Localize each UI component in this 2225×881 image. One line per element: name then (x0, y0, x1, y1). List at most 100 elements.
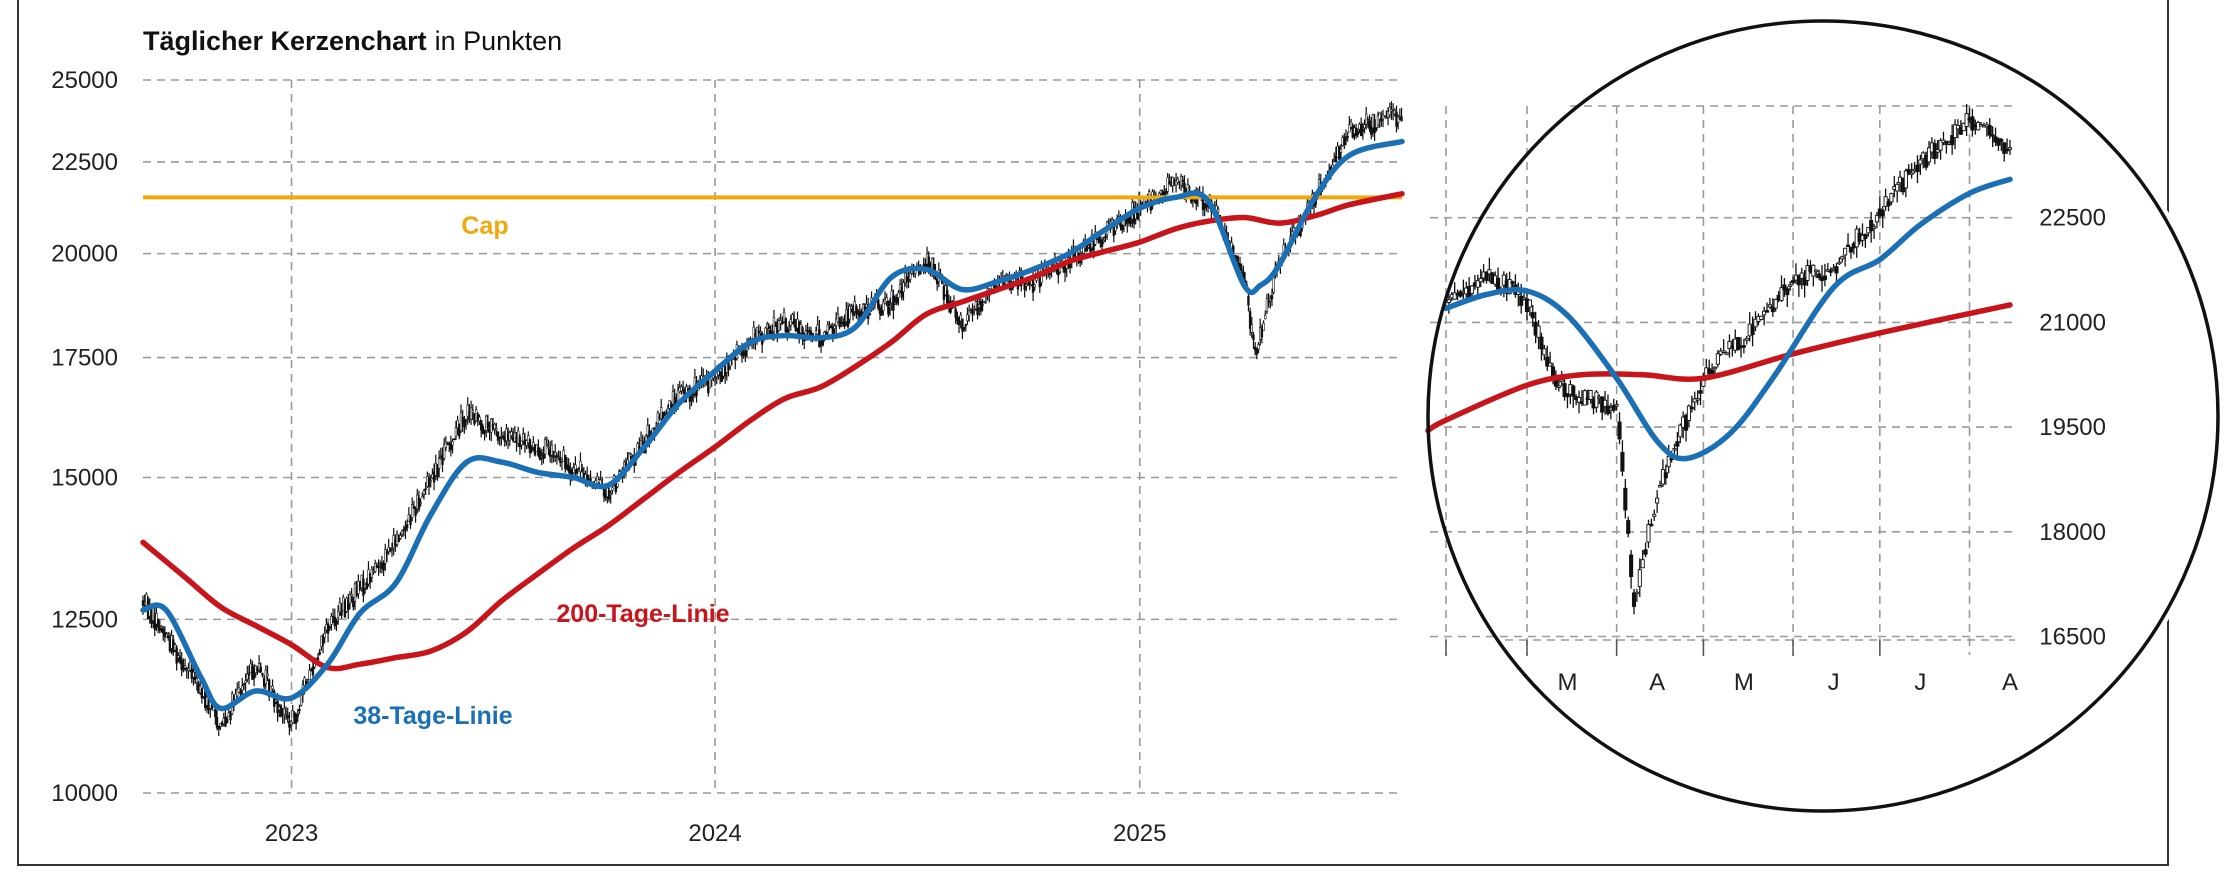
zoom-candle-body (1843, 247, 1848, 256)
chart-subtitle: in Punkten (435, 26, 563, 56)
zoom-candle-body (1741, 345, 1746, 348)
candle-body (1188, 187, 1191, 190)
candle-body (293, 712, 296, 718)
candle-body (629, 454, 633, 457)
zoom-candle-body (1501, 274, 1506, 286)
candle-body (404, 527, 407, 531)
zoom-candle-body (1822, 275, 1827, 281)
x-tick-label: 2024 (688, 820, 741, 847)
zoom-circle (1426, 19, 2220, 813)
candle-body (1344, 138, 1348, 140)
candle-body (419, 502, 422, 505)
zoom-candle-body (1874, 214, 1880, 223)
candle-body (900, 286, 904, 298)
zoom-ma38-line (1443, 176, 2013, 462)
candle-body (1373, 119, 1376, 134)
zoom-candle-body (1686, 405, 1692, 421)
candle-body (767, 325, 771, 329)
ma38-label: 38-Tage-Linie (353, 702, 512, 730)
candle-body (348, 594, 352, 604)
zoom-candle-body (1845, 244, 1851, 248)
candle-body (547, 446, 550, 449)
zoom-content: 16500 18000 19500 21000 22500 M A M J J A (1425, 104, 2106, 696)
zoom-candle-body (1872, 226, 1877, 229)
candle-body (543, 439, 547, 455)
zoom-inset: 16500 18000 19500 21000 22500 M A M J J A (1422, 15, 2224, 817)
candle-body (848, 305, 851, 320)
candle-body (308, 670, 311, 681)
candle-body (1181, 180, 1185, 182)
candle-body (370, 568, 374, 578)
candle-body (427, 477, 431, 487)
candle-body (1257, 344, 1260, 350)
main-moving-averages: Cap 200-Tage-Linie 38-Tage-Linie (140, 138, 1405, 730)
zoom-y-tick-label: 18000 (2039, 519, 2106, 546)
candle-body (382, 562, 385, 570)
zoom-candle-body (1840, 256, 1845, 260)
zoom-candle-body (1496, 277, 1501, 290)
candle-body (405, 524, 409, 529)
candle-body (1033, 284, 1036, 288)
zoom-background (1422, 15, 2224, 817)
candle-body (1260, 327, 1264, 338)
zoom-candle-body (1553, 379, 1558, 387)
candle-body (791, 314, 794, 323)
zoom-candle-body (1545, 356, 1550, 367)
zoom-candle-body (1970, 116, 1975, 131)
zoom-candle-body (1938, 140, 1943, 151)
zoom-candle-body (1663, 472, 1668, 479)
candle-body (368, 573, 372, 583)
candle-body (831, 326, 835, 334)
chart-title-group: Täglicher Kerzenchart in Punkten (143, 26, 562, 56)
zoom-candle-body (1634, 591, 1639, 595)
zoom-candle-body (1698, 390, 1703, 394)
zoom-candle-body (1814, 269, 1819, 273)
zoom-candle-body (1770, 306, 1775, 313)
candle-body (964, 324, 967, 327)
y-tick-label: 25000 (51, 67, 118, 94)
candle-body (713, 377, 717, 380)
candle-body (1114, 226, 1117, 232)
candle-body (971, 309, 974, 315)
candle-body (885, 297, 888, 302)
candle-body (1346, 136, 1349, 138)
zoom-candle-body (1548, 362, 1553, 367)
candle-body (377, 565, 380, 568)
zoom-x-tick-label: M (1734, 669, 1754, 696)
candle-body (905, 276, 909, 282)
candle-body (1077, 252, 1080, 256)
zoom-candle-body (1712, 366, 1718, 370)
candle-body (274, 699, 278, 703)
candle-body (680, 386, 683, 392)
zoom-candle-body (1906, 168, 1911, 174)
candle-body (453, 438, 456, 441)
candle-body (498, 437, 501, 439)
candle-body (1163, 192, 1166, 196)
candle-body (1247, 295, 1250, 306)
candle-body (532, 442, 535, 448)
candle-body (744, 350, 747, 357)
zoom-candle-body (1640, 559, 1645, 569)
candle-body (347, 599, 350, 611)
candle-body (616, 483, 619, 488)
zoom-candle-body (1715, 353, 1720, 365)
zoom-candle-body (1649, 523, 1654, 527)
candle-body (838, 317, 841, 327)
zoom-candle-body (1753, 318, 1758, 328)
candle-body (972, 309, 976, 312)
zoom-candle-body (1791, 280, 1796, 284)
zoom-candle-body (1695, 398, 1700, 401)
zoom-candle-body (1617, 421, 1622, 440)
candle-body (863, 306, 867, 310)
zoom-x-tick-label: A (1649, 669, 1665, 696)
candle-body (1400, 116, 1403, 122)
candle-body (877, 299, 880, 309)
candle-body (850, 306, 853, 309)
candle-body (432, 471, 436, 483)
zoom-candle-body (1727, 340, 1732, 349)
candle-body (261, 673, 264, 676)
zoom-candle-body (1657, 485, 1663, 488)
candle-body (340, 607, 343, 616)
ma200-line (140, 191, 1405, 672)
